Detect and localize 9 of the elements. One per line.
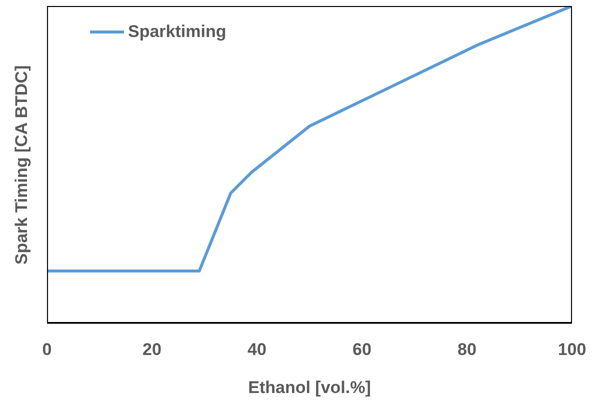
x-tick-label: 20 bbox=[142, 340, 162, 360]
x-tick-label: 40 bbox=[248, 340, 266, 360]
x-tick-label: 80 bbox=[458, 340, 476, 360]
x-axis-title: Ethanol [vol.%] bbox=[248, 378, 371, 397]
legend-label: Sparktiming bbox=[128, 22, 226, 42]
x-tick-label: 60 bbox=[352, 340, 372, 360]
y-axis-title: Spark Timing [CA BTDC] bbox=[12, 65, 32, 265]
x-tick-label: 0 bbox=[42, 340, 52, 360]
x-tick-label: 100 bbox=[558, 340, 586, 360]
